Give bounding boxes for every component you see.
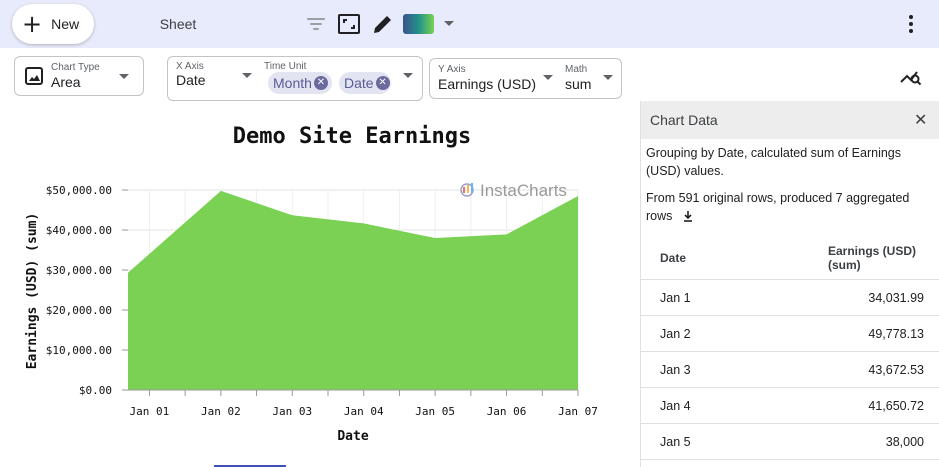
x-axis-title: Date — [337, 429, 368, 444]
column-header-earnings-line2: (sum) — [828, 258, 861, 272]
table-row: Jan 5 38,000 — [641, 423, 939, 459]
time-unit-label: Time Unit — [264, 61, 307, 72]
watermark: InstaCharts — [460, 181, 567, 200]
x-axis-ticks: Jan 01 Jan 02 Jan 03 Jan 04 Jan 05 Jan 06 Jan … — [130, 390, 598, 418]
rows-description: From 591 original rows, produced 7 aggre… — [646, 189, 931, 225]
chart-data-panel: Chart Data ✕ Grouping by Date, calculate… — [640, 101, 939, 467]
remove-chip-icon[interactable]: ✕ — [313, 76, 328, 90]
y-axis-select[interactable]: Earnings (USD) — [438, 76, 537, 92]
panel-title: Chart Data — [650, 112, 718, 128]
x-tick-label: Jan 02 — [201, 405, 241, 418]
fit-screen-icon[interactable] — [337, 12, 361, 36]
chart-type-label: Chart Type — [51, 62, 100, 73]
column-header-earnings-line1: Earnings (USD) — [828, 244, 917, 258]
table-row — [641, 459, 939, 467]
chevron-down-icon[interactable] — [543, 75, 553, 80]
grouping-description: Grouping by Date, calculated sum of Earn… — [646, 146, 901, 178]
new-button-label: New — [51, 16, 80, 32]
y-axis-group — [429, 58, 622, 99]
tab-sheet[interactable]: Sheet — [159, 16, 197, 32]
row-date: Jan 2 — [660, 327, 691, 341]
row-value: 49,778.13 — [868, 327, 924, 341]
close-icon[interactable]: ✕ — [914, 110, 928, 129]
y-tick-label: $20,000.00 — [46, 304, 112, 317]
dropdown-arrow-icon[interactable] — [443, 18, 455, 30]
column-header-earnings: Earnings (USD) (sum) — [828, 244, 916, 272]
logo-bar-icon — [467, 185, 469, 193]
watermark-text: InstaCharts — [480, 181, 567, 200]
chip-label: Month — [273, 75, 312, 91]
query-stats-icon[interactable] — [899, 64, 923, 88]
table-row: Jan 1 34,031.99 — [641, 279, 939, 315]
row-date: Jan 5 — [660, 435, 691, 449]
y-tick-label: $30,000.00 — [46, 264, 112, 277]
table-row: Jan 2 49,778.13 — [641, 315, 939, 351]
row-date: Jan 3 — [660, 363, 691, 377]
y-tick-label: $40,000.00 — [46, 224, 112, 237]
y-tick-label: $50,000.00 — [46, 184, 112, 197]
x-tick-label: Jan 07 — [558, 405, 598, 418]
area-chart: Demo Site Earnings $0.00 $10,000.00 $20,00… — [25, 124, 598, 444]
download-icon[interactable] — [682, 210, 694, 222]
chart-title: Demo Site Earnings — [233, 124, 471, 149]
rows-text: From 591 original rows, produced 7 aggre… — [646, 191, 910, 205]
new-button[interactable]: + New — [12, 4, 94, 44]
chart-type-value: Area — [51, 74, 81, 90]
x-axis-select[interactable]: Date — [176, 72, 206, 88]
row-date: Jan 4 — [660, 399, 691, 413]
table-row: Jan 4 41,650.72 — [641, 387, 939, 423]
row-value: 38,000 — [885, 435, 924, 449]
area-series — [128, 190, 578, 390]
time-unit-chip-date[interactable]: Date ✕ — [339, 72, 391, 94]
math-label: Math — [565, 64, 588, 75]
row-value: 34,031.99 — [868, 291, 924, 305]
y-axis-title: Earnings (USD) (sum) — [25, 213, 40, 370]
chevron-down-icon[interactable] — [603, 75, 613, 80]
x-tick-label: Jan 01 — [130, 405, 170, 418]
math-select[interactable]: sum — [565, 76, 592, 92]
chart-type-select[interactable]: Chart Type Area — [14, 56, 144, 96]
chevron-down-icon[interactable] — [403, 73, 413, 78]
filter-icon[interactable] — [304, 12, 328, 36]
y-tick-label: $0.00 — [79, 384, 112, 397]
y-axis-ticks: $0.00 $10,000.00 $20,000.00 $30,000.00 $40,0… — [46, 184, 128, 397]
color-gradient-icon[interactable] — [403, 14, 434, 34]
logo-bar-icon — [471, 183, 473, 193]
more-vert-icon[interactable] — [899, 12, 923, 36]
x-axis-label: X Axis — [176, 61, 204, 72]
panel-header: Chart Data ✕ — [641, 101, 939, 139]
plus-icon: + — [22, 10, 43, 38]
x-tick-label: Jan 06 — [487, 405, 527, 418]
rows-text-suffix: rows — [646, 209, 673, 223]
x-tick-label: Jan 04 — [344, 405, 384, 418]
chip-label: Date — [344, 75, 374, 91]
column-header-date: Date — [660, 251, 687, 265]
x-tick-label: Jan 05 — [415, 405, 455, 418]
y-axis-label: Y Axis — [438, 64, 466, 75]
image-icon — [25, 67, 43, 85]
remove-chip-icon[interactable]: ✕ — [375, 76, 390, 90]
chevron-down-icon — [119, 74, 129, 79]
row-date: Jan 1 — [660, 291, 691, 305]
pencil-icon[interactable] — [371, 12, 395, 36]
logo-bar-icon — [463, 187, 465, 193]
table-row: Jan 3 43,672.53 — [641, 351, 939, 387]
x-tick-label: Jan 03 — [272, 405, 312, 418]
time-unit-chip-month[interactable]: Month ✕ — [268, 72, 332, 94]
row-value: 43,672.53 — [868, 363, 924, 377]
y-tick-label: $10,000.00 — [46, 344, 112, 357]
chevron-down-icon[interactable] — [242, 73, 252, 78]
row-value: 41,650.72 — [868, 399, 924, 413]
